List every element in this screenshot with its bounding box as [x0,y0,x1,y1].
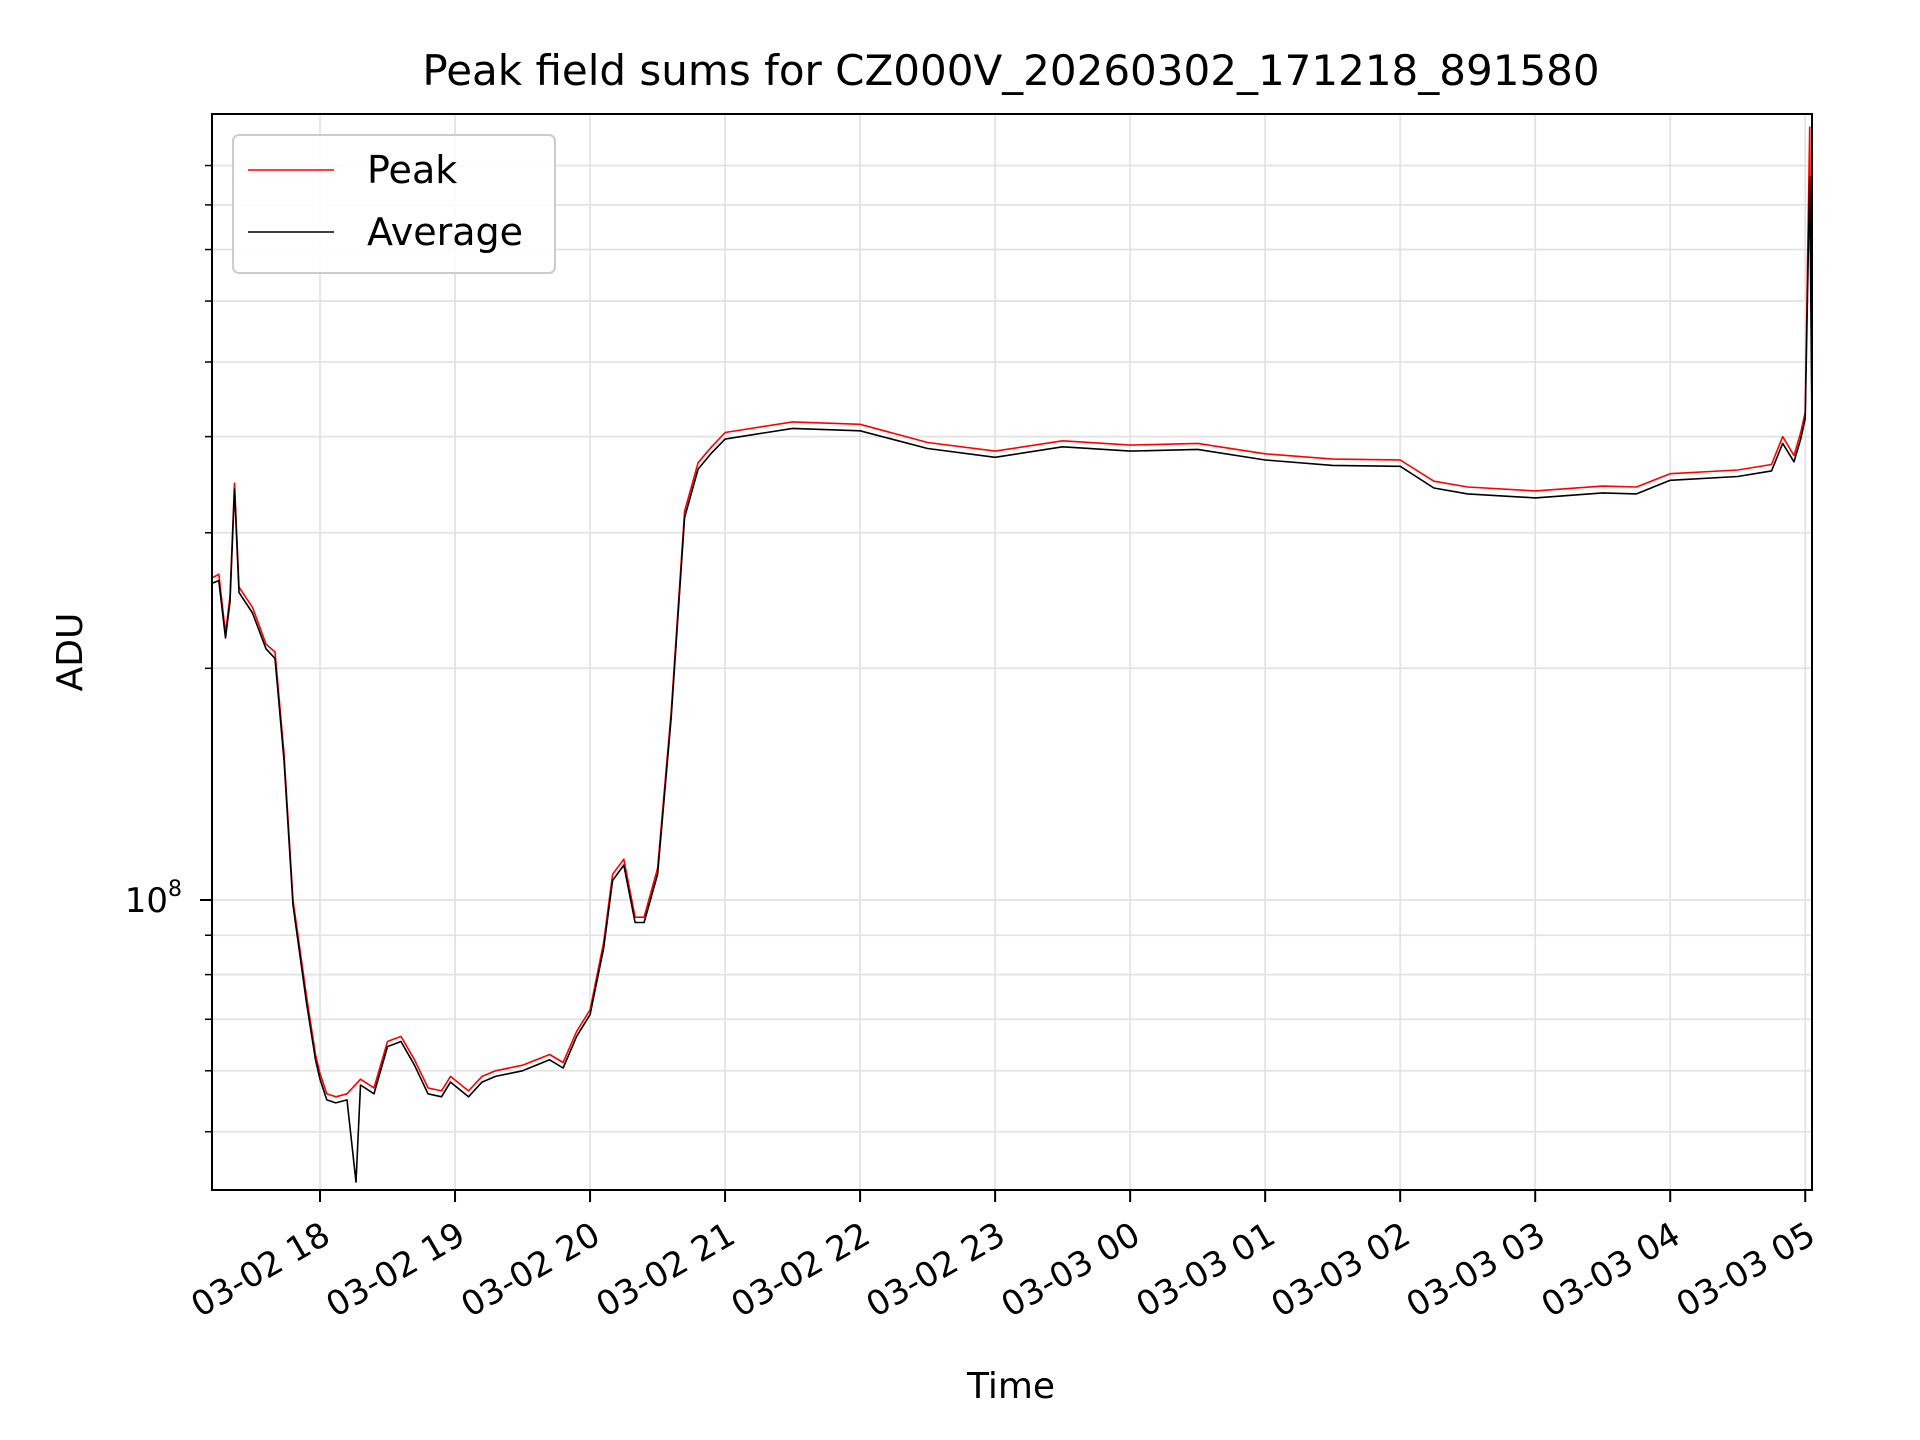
chart-title: Peak field sums for CZ000V_20260302_1712… [422,46,1599,95]
legend: Peak Average [232,134,556,274]
plot-area [211,113,1813,1191]
legend-label-peak: Peak [367,148,457,192]
legend-label-average: Average [367,210,523,254]
grid-lines [212,114,1812,1190]
series-line-average [212,176,1812,1183]
x-axis-label: Time [966,1366,1055,1407]
y-axis-label: ADU [50,613,91,692]
y-axis-ticks: 108 [125,164,212,1133]
y-tick-label: 108 [125,877,182,921]
series-layer [212,126,1812,1183]
